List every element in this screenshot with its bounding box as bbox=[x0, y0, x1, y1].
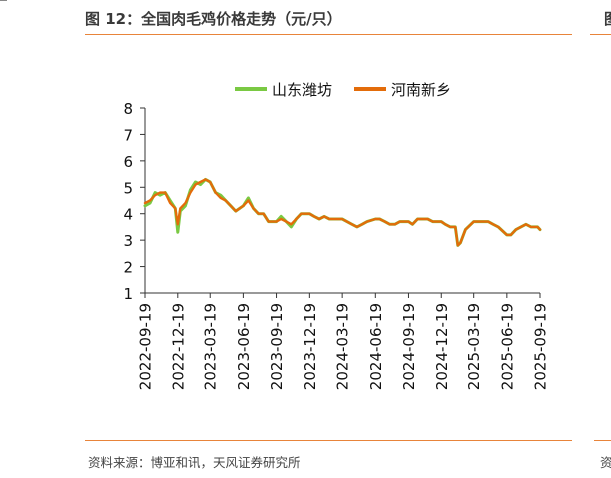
figure-title: 图 12：全国肉毛鸡价格走势（元/只） bbox=[85, 10, 342, 28]
x-tick-label: 2023-12-19 bbox=[301, 303, 319, 390]
source-note: 资料来源：博亚和讯，天风证券研究所 bbox=[88, 455, 301, 470]
y-tick-label: 4 bbox=[123, 206, 133, 224]
x-tick-label: 2025-06-19 bbox=[498, 303, 516, 390]
y-tick-label: 5 bbox=[123, 179, 133, 197]
x-tick-label: 2023-03-19 bbox=[202, 303, 220, 390]
x-tick-label: 2022-12-19 bbox=[169, 303, 187, 390]
next-source-rule bbox=[594, 440, 611, 441]
x-tick-label: 2024-09-19 bbox=[400, 303, 418, 390]
y-tick-label: 1 bbox=[123, 285, 133, 303]
next-title-rule bbox=[590, 34, 611, 35]
series-line-1 bbox=[143, 177, 542, 247]
source-rule bbox=[85, 440, 572, 441]
x-tick-label: 2024-12-19 bbox=[433, 303, 451, 390]
y-tick-label: 2 bbox=[123, 259, 133, 277]
next-figure-title-fragment: 图 bbox=[604, 8, 611, 29]
title-rule bbox=[85, 34, 572, 35]
x-tick-label: 2024-03-19 bbox=[334, 303, 352, 390]
next-source-fragment: 资 bbox=[600, 455, 611, 470]
series-line-2 bbox=[143, 178, 542, 247]
y-tick-label: 6 bbox=[123, 153, 133, 171]
x-tick-label: 2023-09-19 bbox=[268, 303, 286, 390]
next-figure-mini-rule bbox=[0, 0, 7, 1]
x-tick-label: 2022-09-19 bbox=[137, 303, 155, 390]
y-tick-label: 8 bbox=[123, 100, 133, 118]
legend-label-2: 河南新乡 bbox=[391, 81, 451, 99]
x-tick-label: 2024-06-19 bbox=[367, 303, 385, 390]
x-tick-label: 2025-09-19 bbox=[532, 303, 550, 390]
y-tick-label: 3 bbox=[123, 232, 133, 250]
x-tick-label: 2025-03-19 bbox=[465, 303, 483, 390]
x-tick-label: 2023-06-19 bbox=[235, 303, 253, 390]
y-tick-label: 7 bbox=[123, 126, 133, 144]
legend-label-1: 山东潍坊 bbox=[272, 81, 332, 99]
